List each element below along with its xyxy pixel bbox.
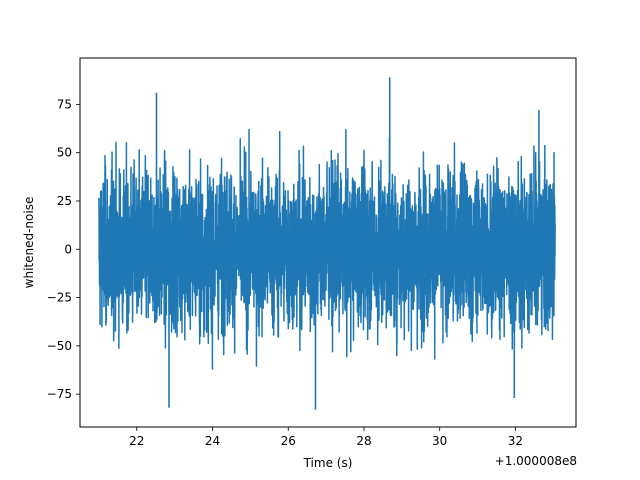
- axes-frame: [79, 57, 577, 428]
- x-tick-label: 28: [356, 434, 371, 448]
- x-tick-label: 30: [432, 434, 447, 448]
- series-line: [98, 77, 556, 410]
- y-tick-label: −75: [47, 387, 72, 401]
- y-tick-label: 75: [57, 97, 72, 111]
- y-tick-label: 25: [57, 194, 72, 208]
- y-tick-label: 0: [64, 242, 72, 256]
- noise-trace: [98, 128, 556, 370]
- x-tick-label: 26: [281, 434, 296, 448]
- y-axis-label: whitened-noise: [22, 197, 36, 289]
- x-tick-label: 22: [129, 434, 144, 448]
- x-axis: 22 24 26 28 30 32: [129, 427, 523, 448]
- x-axis-offset-label: +1.000008e8: [495, 454, 577, 468]
- y-tick-label: −25: [47, 291, 72, 305]
- x-tick-label: 32: [508, 434, 523, 448]
- y-tick-label: −50: [47, 339, 72, 353]
- y-tick-label: 50: [57, 146, 72, 160]
- x-axis-label: Time (s): [303, 456, 353, 470]
- x-tick-label: 24: [205, 434, 220, 448]
- y-axis: −75 −50 −25 0 25 50 75: [47, 97, 80, 401]
